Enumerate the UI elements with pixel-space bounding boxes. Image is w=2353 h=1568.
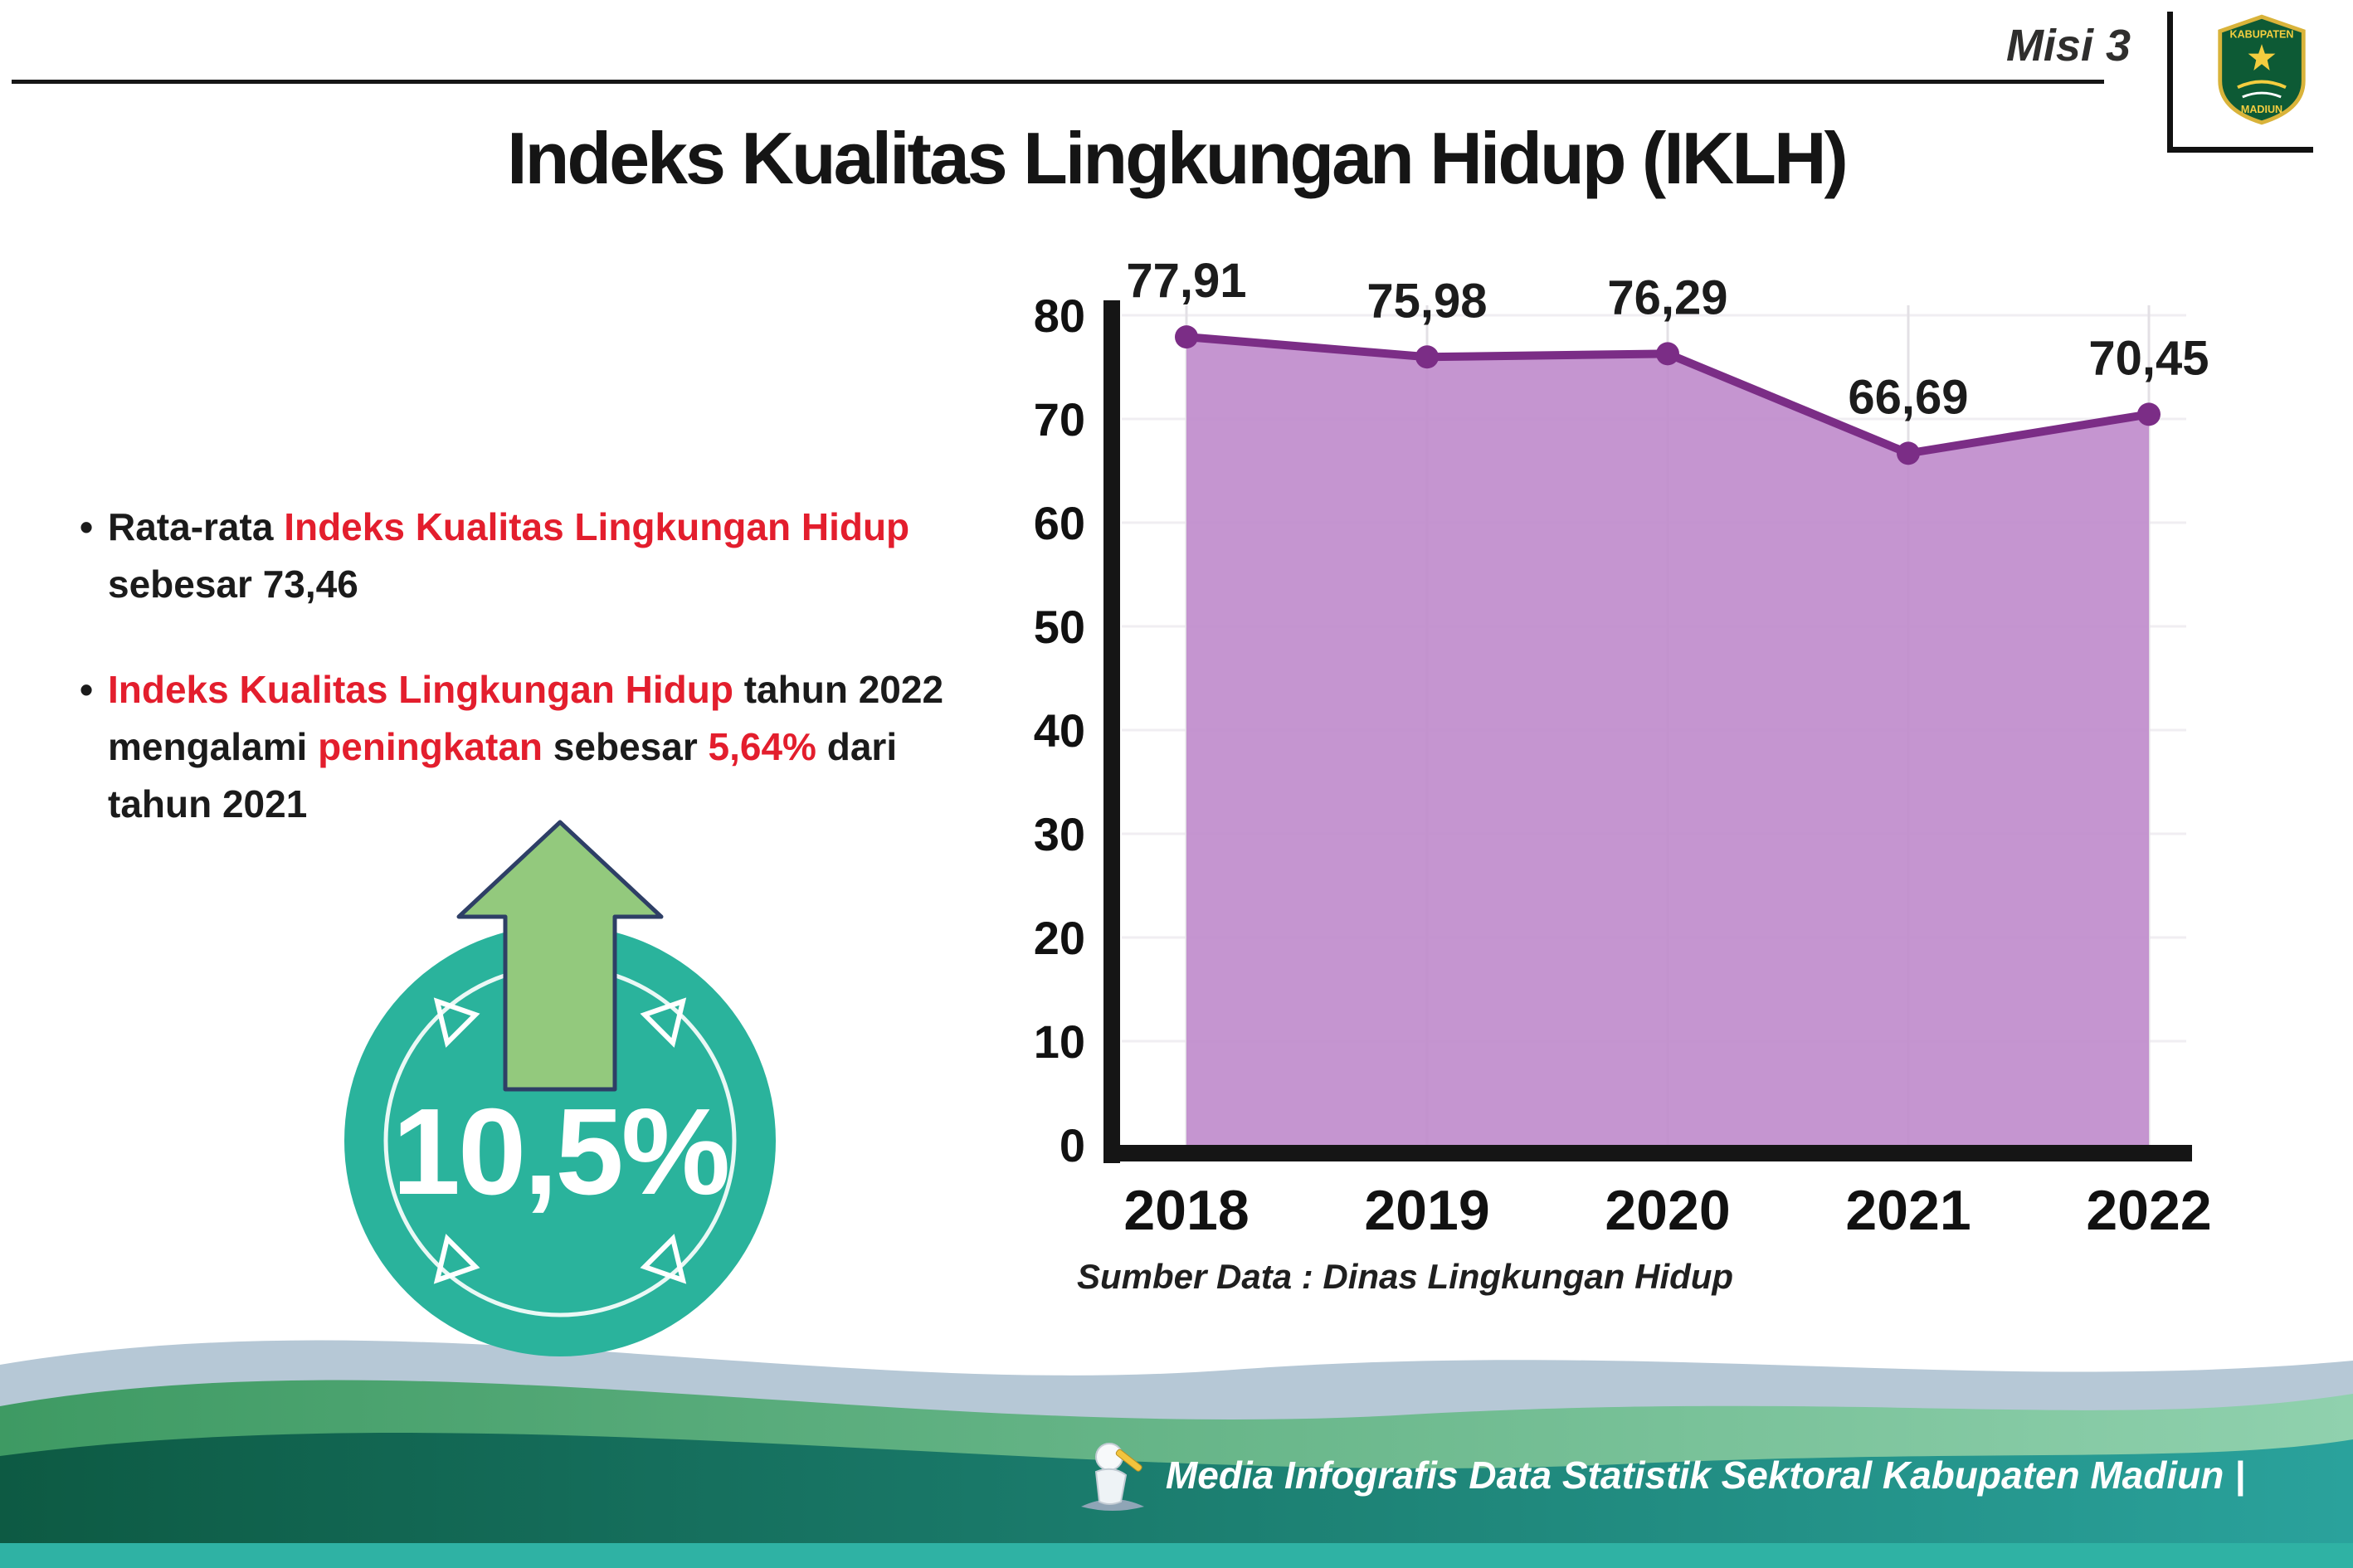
svg-text:66,69: 66,69 <box>1848 370 1968 424</box>
bullet1-post: sebesar 73,46 <box>108 562 358 606</box>
bullet1-highlight: Indeks Kualitas Lingkungan Hidup <box>284 505 910 548</box>
svg-text:20: 20 <box>1034 912 1085 964</box>
kabupaten-madiun-logo: KABUPATEN MADIUN <box>2167 12 2313 153</box>
misi-label: Misi 3 <box>2005 21 2131 71</box>
header-divider-line <box>12 80 2104 84</box>
footer-text: Media Infografis Data Statistik Sektoral… <box>1165 1454 2245 1497</box>
svg-text:30: 30 <box>1034 808 1085 860</box>
bullet2-highlight-3: 5,64% <box>708 725 816 768</box>
svg-text:60: 60 <box>1034 497 1085 549</box>
svg-text:0: 0 <box>1060 1119 1085 1171</box>
footer-caption: Media Infografis Data Statistik Sektoral… <box>1076 1435 2245 1515</box>
iklh-chart-area: 77,91 75,98 76,29 66,69 70,45 0 10 20 30 40 50 60 70… <box>979 253 2224 1298</box>
svg-text:70: 70 <box>1034 393 1085 446</box>
increase-badge-circle: 10,5% <box>344 925 776 1356</box>
svg-text:10: 10 <box>1034 1015 1085 1068</box>
bullet2-text-3: dari tahun 2021 <box>108 725 898 825</box>
writer-mascot-icon <box>1080 1443 1144 1511</box>
svg-text:77,91: 77,91 <box>1126 254 1246 308</box>
increase-badge: 10,5% <box>328 817 801 1390</box>
svg-text:75,98: 75,98 <box>1366 274 1487 328</box>
page-title: Indeks Kualitas Lingkungan Hidup (IKLH) <box>507 117 1849 199</box>
footer-wave-decoration <box>0 1340 2353 1568</box>
iklh-area-chart: 77,91 75,98 76,29 66,69 70,45 0 10 20 30 40 50 60 70… <box>1034 254 2212 1242</box>
bullet1-pre: Rata-rata <box>108 505 285 548</box>
data-source-caption: Sumber Data : Dinas Lingkungan Hidup <box>1077 1257 1734 1296</box>
bullet-increase-2022: Indeks Kualitas Lingkungan Hidup tahun 2… <box>80 661 972 833</box>
bullet-average-iklh: Rata-rata Indeks Kualitas Lingkungan Hid… <box>80 499 972 613</box>
svg-text:70,45: 70,45 <box>2088 331 2209 385</box>
svg-text:50: 50 <box>1034 601 1085 653</box>
up-arrow-icon <box>456 820 664 1092</box>
bullet2-text-2: sebesar <box>543 725 709 768</box>
bullet2-highlight-2: peningkatan <box>318 725 543 768</box>
svg-text:40: 40 <box>1034 704 1085 757</box>
svg-text:2020: 2020 <box>1605 1179 1730 1242</box>
increase-percentage-value: 10,5% <box>392 1083 731 1220</box>
summary-bullets: Rata-rata Indeks Kualitas Lingkungan Hid… <box>80 460 972 871</box>
svg-text:MADIUN: MADIUN <box>2241 104 2282 115</box>
svg-text:2022: 2022 <box>2086 1179 2211 1242</box>
bullet2-text-1: tahun 2022 mengalami <box>108 668 944 768</box>
svg-text:76,29: 76,29 <box>1607 270 1727 324</box>
bullet2-highlight-1: Indeks Kualitas Lingkungan Hidup <box>108 668 733 711</box>
svg-text:2018: 2018 <box>1123 1179 1249 1242</box>
svg-text:80: 80 <box>1034 290 1085 342</box>
svg-text:KABUPATEN: KABUPATEN <box>2230 28 2294 40</box>
kabupaten-madiun-crest-icon: KABUPATEN MADIUN <box>2218 14 2306 125</box>
svg-text:2021: 2021 <box>1845 1179 1971 1242</box>
svg-text:2019: 2019 <box>1364 1179 1489 1242</box>
